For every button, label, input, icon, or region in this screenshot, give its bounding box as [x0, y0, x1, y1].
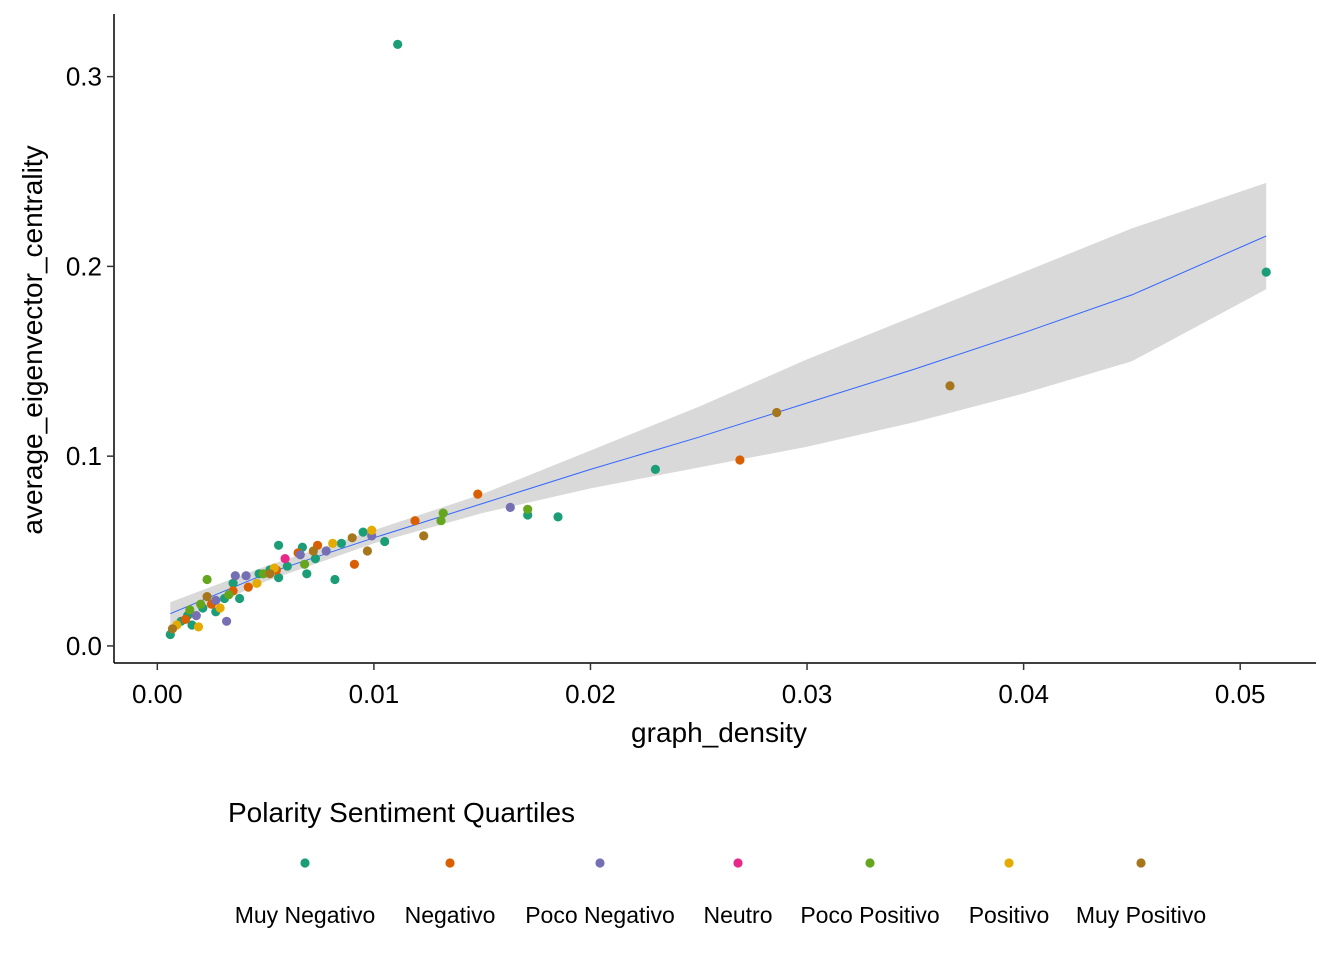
legend-label-neutro: Neutro	[703, 902, 772, 928]
data-point-muy-negativo	[358, 527, 368, 537]
data-point-poco-negativo	[505, 502, 515, 512]
x-tick-label: 0.05	[1215, 679, 1266, 709]
legend-key-poco-positivo	[865, 858, 875, 868]
data-point-poco-positivo	[185, 605, 195, 615]
legend-item-poco-negativo: Poco Negativo	[525, 858, 675, 928]
smooth-trend-line	[170, 235, 1267, 615]
data-point-muy-positivo	[167, 624, 178, 634]
data-point-poco-negativo	[230, 571, 240, 581]
data-point-poco-negativo	[211, 595, 221, 606]
data-point-muy-positivo	[202, 592, 212, 602]
data-point-muy-negativo	[310, 554, 320, 564]
legend-item-positivo: Positivo	[969, 858, 1050, 928]
data-point-poco-negativo	[241, 571, 251, 581]
data-point-muy-negativo	[336, 538, 346, 549]
legend-label-positivo: Positivo	[969, 902, 1050, 928]
legend-key-negativo	[445, 858, 455, 868]
legend-label-muy-positivo: Muy Positivo	[1076, 902, 1206, 928]
x-tick-label: 0.02	[565, 679, 616, 709]
data-point-muy-negativo	[380, 536, 390, 547]
data-point-muy-positivo	[945, 381, 955, 391]
data-point-muy-negativo	[393, 39, 403, 50]
data-point-negativo	[473, 489, 483, 499]
legend-key-neutro	[733, 858, 743, 868]
data-point-muy-negativo	[553, 512, 563, 522]
y-tick-label: 0.2	[66, 251, 102, 281]
data-point-muy-positivo	[265, 569, 275, 579]
legend-item-muy-positivo: Muy Positivo	[1076, 858, 1206, 928]
y-tick-label: 0.1	[66, 441, 102, 471]
data-point-muy-negativo	[302, 569, 312, 579]
data-point-negativo	[180, 614, 191, 625]
data-point-poco-positivo	[438, 508, 448, 518]
legend-key-positivo	[1004, 858, 1014, 868]
legend-label-poco-negativo: Poco Negativo	[525, 902, 675, 928]
data-point-poco-positivo	[202, 574, 212, 585]
data-point-muy-negativo	[650, 464, 661, 474]
x-tick-label: 0.01	[349, 679, 400, 709]
data-point-positivo	[367, 525, 377, 535]
legend-item-negativo: Negativo	[405, 858, 496, 928]
data-point-poco-positivo	[436, 516, 446, 526]
x-tick-label: 0.00	[132, 679, 183, 709]
data-point-poco-positivo	[258, 569, 268, 579]
legend-item-muy-negativo: Muy Negativo	[235, 858, 376, 928]
data-point-negativo	[243, 582, 253, 592]
confidence-band-layer	[170, 182, 1267, 625]
data-point-muy-positivo	[772, 407, 782, 418]
axes: 0.00 0.01 0.02 0.03 0.04 0.05 0.0 0.1 0.2 0.3	[66, 14, 1316, 709]
y-tick-label: 0.3	[66, 62, 102, 92]
data-point-negativo	[349, 559, 359, 569]
data-point-muy-positivo	[419, 531, 429, 541]
data-point-poco-negativo	[191, 611, 201, 621]
data-point-muy-negativo	[274, 540, 284, 550]
y-axis-title: average_eigenvector_centrality	[17, 145, 48, 534]
data-point-positivo	[252, 578, 262, 588]
y-tick-label: 0.0	[66, 631, 102, 661]
confidence-band	[170, 182, 1267, 625]
data-point-muy-negativo	[228, 578, 238, 588]
data-points-layer	[165, 39, 1271, 640]
data-point-positivo	[215, 603, 225, 613]
legend-items: Muy Negativo Negativo Poco Negativo Neutro P…	[235, 858, 1206, 928]
data-point-poco-negativo	[295, 550, 305, 560]
data-point-poco-positivo	[523, 504, 533, 514]
legend-label-negativo: Negativo	[405, 902, 496, 928]
x-axis-title: graph_density	[631, 717, 807, 748]
data-point-poco-positivo	[224, 590, 234, 600]
legend-item-poco-positivo: Poco Positivo	[800, 858, 940, 928]
x-tick-label: 0.03	[782, 679, 833, 709]
legend: Polarity Sentiment Quartiles Muy Negativ…	[228, 797, 1206, 928]
data-point-muy-positivo	[308, 546, 318, 556]
data-point-positivo	[193, 622, 204, 632]
data-point-muy-negativo	[274, 573, 284, 583]
data-point-negativo	[410, 516, 420, 526]
legend-key-muy-negativo	[300, 858, 310, 868]
data-point-muy-negativo	[282, 561, 292, 571]
smooth-line-layer	[170, 235, 1267, 615]
data-point-muy-negativo	[1261, 267, 1271, 277]
legend-item-neutro: Neutro	[703, 858, 773, 928]
legend-title: Polarity Sentiment Quartiles	[228, 797, 575, 828]
legend-key-poco-negativo	[595, 858, 605, 868]
legend-label-poco-positivo: Poco Positivo	[800, 902, 939, 928]
data-point-poco-negativo	[321, 546, 331, 556]
data-point-muy-positivo	[347, 533, 357, 543]
data-point-muy-negativo	[235, 593, 245, 604]
x-tick-label: 0.04	[998, 679, 1049, 709]
data-point-negativo	[735, 455, 745, 465]
data-point-neutro	[280, 554, 290, 564]
data-point-muy-positivo	[362, 546, 372, 556]
legend-key-muy-positivo	[1136, 858, 1146, 868]
data-point-poco-positivo	[196, 599, 206, 609]
data-point-positivo	[328, 538, 338, 549]
data-point-muy-negativo	[330, 574, 340, 585]
legend-label-muy-negativo: Muy Negativo	[235, 902, 376, 928]
data-point-poco-negativo	[222, 616, 232, 626]
data-point-poco-positivo	[300, 559, 310, 569]
